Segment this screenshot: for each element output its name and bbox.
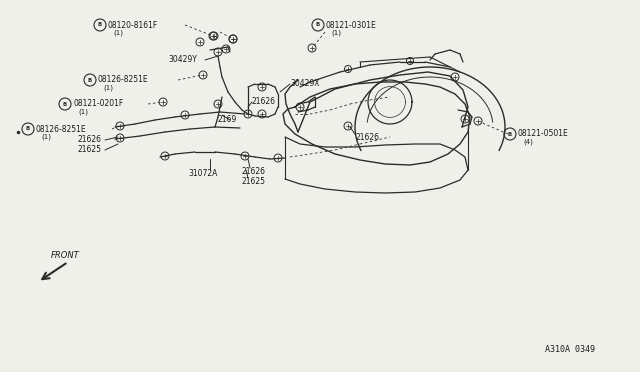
Text: 21626: 21626 <box>252 97 276 106</box>
Text: 30429Y: 30429Y <box>168 55 197 64</box>
Text: 31072A: 31072A <box>188 170 218 179</box>
Text: 08120-8161F: 08120-8161F <box>108 20 158 29</box>
Text: B: B <box>316 22 320 28</box>
Text: B: B <box>26 126 30 131</box>
Text: 21625: 21625 <box>242 177 266 186</box>
Text: 08126-8251E: 08126-8251E <box>36 125 86 134</box>
Text: 08121-0501E: 08121-0501E <box>518 129 569 138</box>
Text: 21626: 21626 <box>78 135 102 144</box>
Text: 08126-8251E: 08126-8251E <box>98 76 148 84</box>
Text: 21626: 21626 <box>355 132 379 141</box>
Text: B: B <box>63 102 67 106</box>
Text: 21625: 21625 <box>78 145 102 154</box>
Text: 2169: 2169 <box>218 115 237 125</box>
Text: (1): (1) <box>78 109 88 115</box>
Text: (1): (1) <box>41 134 51 140</box>
Text: 08121-0301E: 08121-0301E <box>326 20 377 29</box>
Text: 08121-0201F: 08121-0201F <box>73 99 124 109</box>
Text: (1): (1) <box>113 30 123 36</box>
Text: 21626: 21626 <box>242 167 266 176</box>
Text: B: B <box>98 22 102 28</box>
Text: 30429X: 30429X <box>290 80 319 89</box>
Text: (4): (4) <box>523 139 533 145</box>
Text: B: B <box>508 131 512 137</box>
Text: (1): (1) <box>331 30 341 36</box>
Text: FRONT: FRONT <box>51 251 79 260</box>
Text: B: B <box>88 77 92 83</box>
Text: A310A 0349: A310A 0349 <box>545 345 595 354</box>
Text: (1): (1) <box>103 85 113 91</box>
